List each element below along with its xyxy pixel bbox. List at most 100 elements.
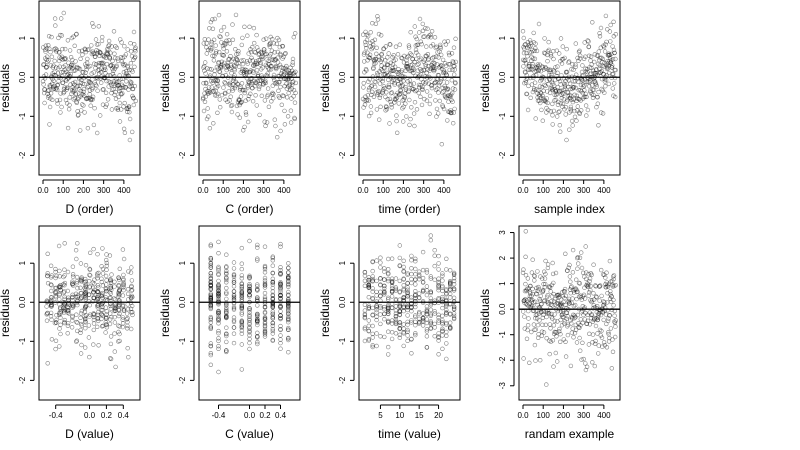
data-point	[270, 303, 275, 308]
data-point	[430, 55, 435, 61]
data-point	[544, 382, 549, 387]
data-point	[420, 311, 426, 316]
data-point	[216, 369, 221, 375]
data-point	[246, 80, 252, 86]
data-point	[582, 88, 587, 93]
data-point	[80, 69, 85, 75]
data-point	[417, 291, 422, 296]
data-point	[66, 60, 71, 65]
data-point	[548, 289, 553, 294]
data-point	[208, 344, 214, 349]
data-point	[565, 314, 570, 319]
data-point	[124, 79, 129, 84]
data-point	[385, 62, 391, 68]
data-point	[405, 329, 410, 334]
data-point	[58, 322, 63, 327]
data-point	[552, 318, 558, 324]
data-point	[445, 118, 450, 123]
data-point	[551, 364, 556, 369]
data-point	[217, 34, 222, 39]
data-point	[286, 270, 291, 275]
data-point	[362, 102, 368, 107]
data-point	[262, 280, 268, 286]
data-point	[451, 278, 457, 284]
data-point	[235, 81, 240, 86]
data-point	[414, 36, 419, 42]
data-point	[542, 276, 548, 281]
data-point	[208, 291, 214, 296]
data-point	[382, 311, 387, 317]
data-point	[239, 276, 245, 281]
data-point	[210, 17, 215, 22]
data-point	[262, 290, 268, 296]
data-points	[208, 238, 291, 375]
data-point	[540, 93, 545, 99]
data-point	[209, 85, 214, 90]
data-point	[605, 308, 610, 313]
data-point	[405, 292, 410, 297]
data-point	[562, 289, 567, 294]
data-point	[63, 63, 68, 68]
data-point	[560, 104, 565, 109]
data-point	[604, 345, 610, 350]
data-point	[62, 273, 67, 278]
data-point	[42, 100, 47, 106]
data-point	[100, 53, 105, 58]
data-point	[600, 59, 605, 65]
data-point	[379, 33, 384, 38]
data-point	[389, 336, 395, 342]
data-point	[115, 58, 121, 64]
data-point	[121, 126, 127, 132]
data-point	[419, 102, 425, 108]
data-point	[523, 281, 528, 287]
data-point	[428, 312, 433, 317]
data-point	[543, 322, 548, 327]
data-point	[82, 306, 88, 311]
data-point	[581, 356, 586, 362]
data-point	[234, 52, 239, 57]
data-point	[91, 246, 96, 252]
data-point	[446, 50, 452, 56]
data-point	[596, 123, 601, 128]
data-point	[587, 331, 592, 336]
data-point	[216, 346, 221, 351]
data-point	[231, 278, 237, 283]
data-point	[611, 19, 616, 24]
data-point	[425, 34, 431, 40]
data-point	[413, 293, 418, 298]
data-point	[366, 275, 371, 280]
data-point	[255, 256, 260, 261]
data-point	[575, 79, 581, 85]
data-point	[610, 349, 616, 354]
data-point	[448, 94, 453, 100]
data-point	[417, 272, 422, 277]
data-point	[231, 294, 237, 300]
data-point	[541, 88, 546, 94]
data-point	[378, 255, 383, 260]
data-point	[44, 54, 50, 59]
data-point	[571, 335, 576, 340]
data-point	[405, 290, 410, 295]
data-point	[372, 37, 378, 42]
data-point	[409, 304, 414, 309]
data-point	[128, 270, 134, 275]
data-point	[420, 249, 426, 255]
data-point	[55, 101, 60, 106]
data-point	[420, 28, 426, 33]
data-point	[100, 307, 105, 313]
data-point	[83, 326, 88, 331]
data-point	[239, 286, 245, 292]
data-point	[389, 283, 395, 289]
data-point	[407, 77, 413, 83]
data-point	[577, 48, 582, 53]
data-point	[52, 16, 58, 21]
data-point	[205, 106, 210, 111]
data-point	[432, 263, 437, 269]
data-point	[270, 316, 275, 321]
x-tick-label: 300	[417, 186, 431, 195]
data-point	[362, 50, 367, 55]
data-point	[401, 295, 406, 300]
y-tick-label: 0.0	[18, 71, 27, 83]
data-point	[409, 276, 414, 282]
data-point	[278, 84, 283, 90]
